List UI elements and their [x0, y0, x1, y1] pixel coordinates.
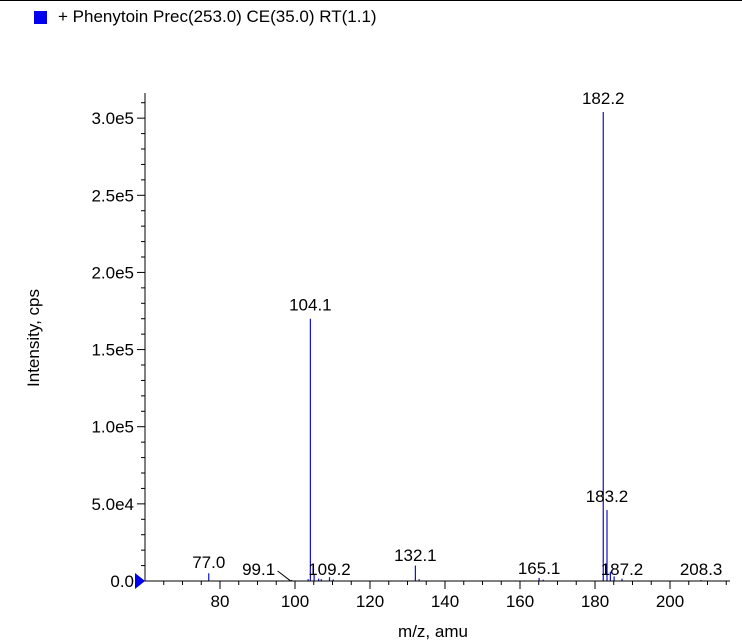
peak-label: 182.2	[582, 89, 625, 108]
y-tick-label: 5.0e4	[91, 495, 134, 514]
peak-label: 183.2	[586, 487, 629, 506]
peak-label-leader	[277, 570, 291, 582]
x-tick-label: 180	[581, 592, 609, 611]
y-tick-label: 0.0	[110, 572, 134, 591]
legend-label: + Phenytoin Prec(253.0) CE(35.0) RT(1.1)	[58, 7, 377, 26]
legend: + Phenytoin Prec(253.0) CE(35.0) RT(1.1)	[34, 6, 377, 28]
top-border	[0, 0, 742, 1]
y-tick-label: 3.0e5	[91, 109, 134, 128]
x-tick-label: 160	[506, 592, 534, 611]
x-axis-title: m/z, amu	[398, 622, 468, 641]
peak-label: 99.1	[242, 560, 275, 579]
x-tick-label: 120	[356, 592, 384, 611]
x-tick-label: 80	[211, 592, 230, 611]
y-tick-label: 1.0e5	[91, 418, 134, 437]
y-tick-label: 2.5e5	[91, 186, 134, 205]
x-tick-label: 200	[656, 592, 684, 611]
peak-label: 132.1	[394, 546, 437, 565]
peak-label: 165.1	[518, 559, 561, 578]
peak-label: 208.3	[680, 560, 723, 579]
peak-label: 109.2	[308, 560, 351, 579]
x-tick-label: 140	[431, 592, 459, 611]
y-axis-title: Intensity, cps	[24, 289, 43, 387]
baseline-marker	[135, 573, 145, 589]
peak-label: 104.1	[289, 296, 332, 315]
peak-label: 77.0	[192, 553, 225, 572]
y-tick-label: 2.0e5	[91, 263, 134, 282]
y-tick-label: 1.5e5	[91, 341, 134, 360]
x-tick-label: 100	[281, 592, 309, 611]
peak-label: 187.2	[601, 560, 644, 579]
legend-swatch	[34, 10, 47, 24]
